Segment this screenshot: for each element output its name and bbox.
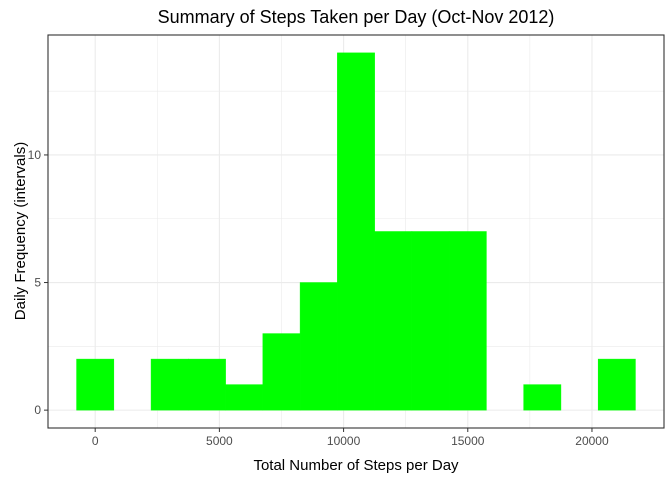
histogram-bar [448, 231, 487, 411]
x-axis-label: Total Number of Steps per Day [253, 457, 459, 474]
histogram-bars [76, 52, 636, 411]
histogram-bar [76, 358, 115, 411]
panel-border [47, 34, 665, 429]
y-tick-label: 5 [34, 276, 41, 290]
x-tick-label: 5000 [206, 434, 233, 448]
histogram-bar [411, 231, 450, 411]
histogram-bar [225, 384, 264, 411]
chart-title: Summary of Steps Taken per Day (Oct-Nov … [158, 7, 555, 27]
y-tick-label: 10 [28, 148, 42, 162]
x-tick-label: 10000 [327, 434, 361, 448]
histogram-bar [262, 333, 301, 411]
histogram-bar [597, 358, 636, 411]
x-tick-label: 20000 [575, 434, 609, 448]
histogram-bar [523, 384, 562, 411]
x-tick-label: 15000 [451, 434, 485, 448]
histogram-bar [299, 282, 338, 411]
histogram-bar [374, 231, 413, 411]
histogram-bar [188, 358, 226, 411]
x-tick-label: 0 [92, 434, 99, 448]
y-axis-label: Daily Frequency (intervals) [12, 142, 29, 320]
y-axis-ticks: 0 5 10 [28, 148, 48, 417]
y-tick-label: 0 [34, 403, 41, 417]
x-axis-ticks: 0 5000 10000 15000 20000 [92, 428, 609, 448]
histogram-bar [337, 52, 375, 411]
histogram-bar [150, 358, 189, 411]
